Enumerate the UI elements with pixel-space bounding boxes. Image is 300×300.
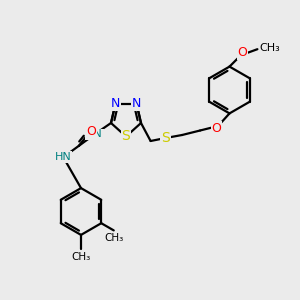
Text: O: O bbox=[87, 125, 96, 139]
Text: O: O bbox=[238, 46, 247, 59]
Text: CH₃: CH₃ bbox=[260, 43, 280, 53]
Text: S: S bbox=[161, 131, 170, 145]
Text: N: N bbox=[111, 97, 120, 110]
Text: N: N bbox=[132, 97, 141, 110]
Text: O: O bbox=[212, 122, 221, 135]
Text: S: S bbox=[122, 130, 130, 143]
Text: HN: HN bbox=[86, 129, 103, 140]
Text: CH₃: CH₃ bbox=[71, 252, 91, 262]
Text: HN: HN bbox=[55, 152, 72, 162]
Text: CH₃: CH₃ bbox=[104, 233, 123, 243]
